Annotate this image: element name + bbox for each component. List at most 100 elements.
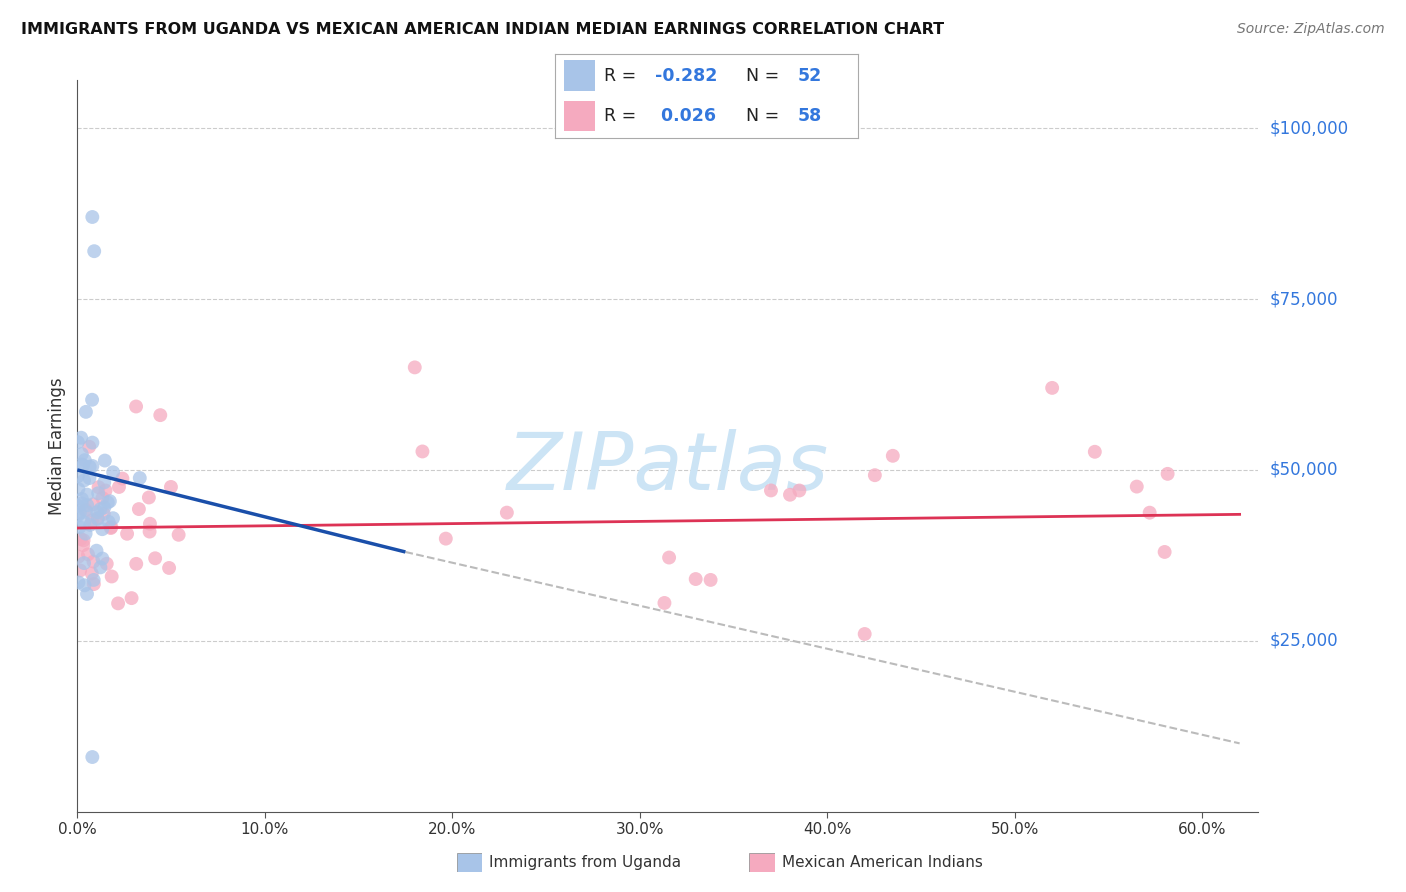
Point xyxy=(82,392,104,407)
Point xyxy=(157,561,180,575)
Point xyxy=(160,480,183,494)
Point xyxy=(77,547,100,561)
Point xyxy=(108,480,131,494)
Text: $75,000: $75,000 xyxy=(1270,290,1339,308)
Point xyxy=(76,587,98,601)
Point xyxy=(789,483,811,498)
Point xyxy=(863,468,886,483)
Point xyxy=(83,244,105,259)
Point xyxy=(89,502,111,516)
Point xyxy=(73,556,96,570)
Point xyxy=(699,573,721,587)
Point xyxy=(91,522,114,536)
Point xyxy=(139,516,162,531)
Point xyxy=(115,526,138,541)
Point xyxy=(67,575,90,590)
Point xyxy=(69,506,91,520)
Text: ZIPatlas: ZIPatlas xyxy=(506,429,830,507)
Point xyxy=(86,505,108,519)
Point xyxy=(69,520,91,534)
Point xyxy=(100,569,122,583)
Point xyxy=(69,564,91,578)
Point xyxy=(70,431,93,445)
Point xyxy=(82,555,104,569)
Point xyxy=(66,499,89,513)
Point xyxy=(496,506,519,520)
Point xyxy=(82,435,104,450)
Point xyxy=(87,486,110,500)
Point xyxy=(128,502,150,516)
Point xyxy=(70,496,93,510)
Point xyxy=(80,513,103,527)
Point xyxy=(66,508,89,523)
Point xyxy=(658,550,681,565)
Point xyxy=(75,505,97,519)
Text: -0.282: -0.282 xyxy=(655,67,717,85)
Point xyxy=(75,503,97,517)
Point xyxy=(97,515,120,529)
Point xyxy=(1084,444,1107,458)
Point xyxy=(73,474,96,488)
Point xyxy=(1153,545,1175,559)
Text: R =: R = xyxy=(603,107,641,125)
Point xyxy=(72,458,94,473)
Point xyxy=(86,511,108,525)
Text: 52: 52 xyxy=(797,67,821,85)
Point xyxy=(882,449,904,463)
Point xyxy=(93,475,115,490)
Point xyxy=(80,566,103,581)
Point xyxy=(66,469,89,483)
Point xyxy=(72,533,94,548)
Text: Immigrants from Uganda: Immigrants from Uganda xyxy=(489,855,682,870)
Text: N =: N = xyxy=(745,67,785,85)
Text: Source: ZipAtlas.com: Source: ZipAtlas.com xyxy=(1237,22,1385,37)
Text: 58: 58 xyxy=(797,107,821,125)
Point xyxy=(93,507,115,521)
Point xyxy=(149,408,172,422)
Point xyxy=(654,596,676,610)
Point xyxy=(79,517,101,532)
Point xyxy=(411,444,433,458)
Point xyxy=(87,480,110,494)
Point xyxy=(75,405,97,419)
Point xyxy=(76,498,98,512)
Point xyxy=(853,627,876,641)
Point xyxy=(79,471,101,485)
Point xyxy=(86,512,108,526)
Text: R =: R = xyxy=(603,67,641,85)
Point xyxy=(72,538,94,552)
Point xyxy=(1040,381,1063,395)
Text: $25,000: $25,000 xyxy=(1270,632,1339,650)
Point xyxy=(101,465,124,479)
Point xyxy=(70,458,93,472)
Y-axis label: Median Earnings: Median Earnings xyxy=(48,377,66,515)
Point xyxy=(79,459,101,474)
Point xyxy=(73,516,96,530)
Point xyxy=(89,560,111,574)
Point xyxy=(1156,467,1178,481)
Point xyxy=(94,453,117,467)
Text: N =: N = xyxy=(745,107,785,125)
Point xyxy=(128,471,150,485)
Point xyxy=(101,511,124,525)
Point xyxy=(69,532,91,546)
Point xyxy=(70,447,93,461)
Point xyxy=(404,360,426,375)
Text: Mexican American Indians: Mexican American Indians xyxy=(782,855,983,870)
Text: IMMIGRANTS FROM UGANDA VS MEXICAN AMERICAN INDIAN MEDIAN EARNINGS CORRELATION CH: IMMIGRANTS FROM UGANDA VS MEXICAN AMERIC… xyxy=(21,22,945,37)
Point xyxy=(138,491,160,505)
Point xyxy=(67,482,90,496)
Point xyxy=(143,551,166,566)
Point xyxy=(434,532,457,546)
Point xyxy=(83,577,105,591)
Point xyxy=(779,488,801,502)
Point xyxy=(759,483,782,498)
Point xyxy=(125,400,148,414)
Point xyxy=(100,521,122,535)
Bar xyxy=(564,101,595,131)
Point xyxy=(82,750,104,764)
Point xyxy=(67,549,90,564)
Point xyxy=(76,488,98,502)
Point xyxy=(167,528,190,542)
Point xyxy=(121,591,143,606)
